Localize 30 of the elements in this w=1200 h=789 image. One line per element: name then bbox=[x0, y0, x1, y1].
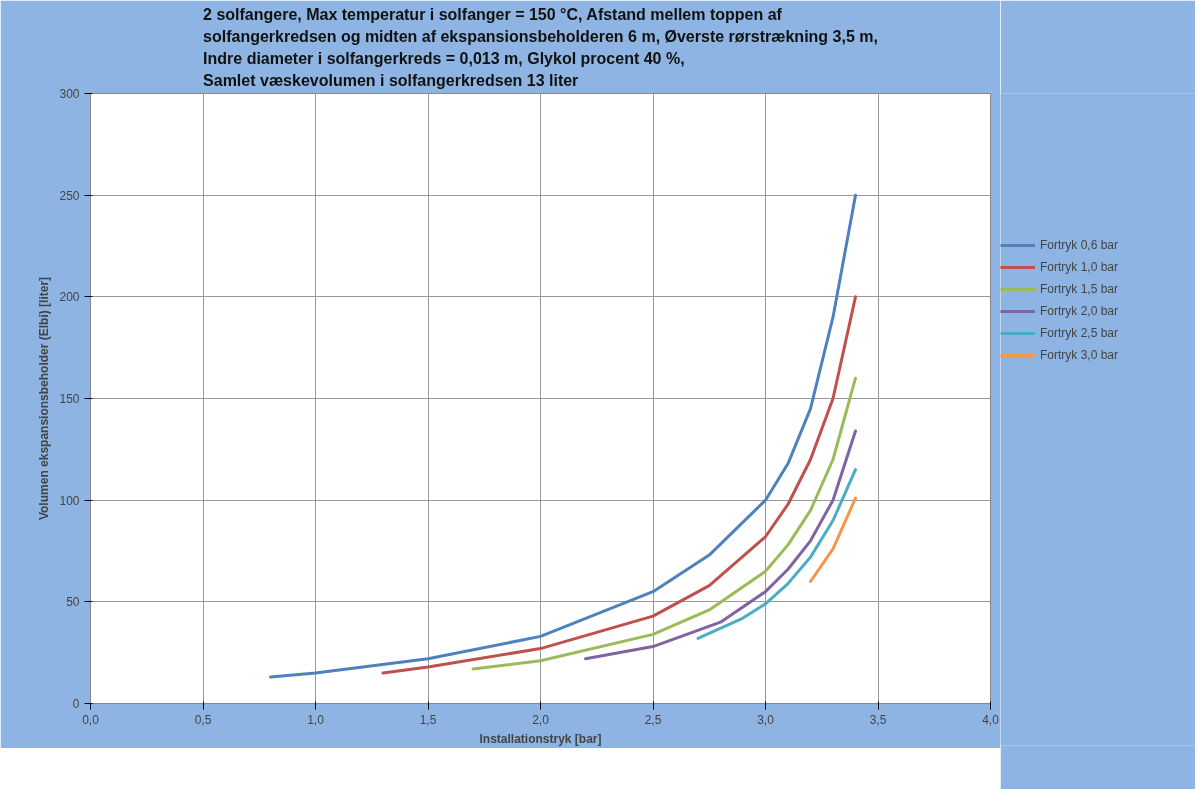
y-axis-title: Volumen ekspansionsbeholder (Elbi) [liter] bbox=[37, 276, 52, 521]
x-tick-label: 4,0 bbox=[982, 712, 1000, 727]
y-tick-label: 200 bbox=[59, 290, 80, 305]
x-tick-label: 1,0 bbox=[307, 712, 325, 727]
y-tick-label: 0 bbox=[72, 697, 80, 711]
x-tick-label: 2,5 bbox=[644, 712, 662, 727]
y-tick-label: 300 bbox=[59, 87, 80, 101]
x-tick-label: 1,5 bbox=[419, 712, 437, 727]
legend-label: Fortryk 2,5 bar bbox=[1040, 326, 1119, 340]
legend-label: Fortryk 1,0 bar bbox=[1040, 260, 1119, 274]
line-series bbox=[381, 295, 857, 675]
x-axis-title: Installationstryk [bar] bbox=[479, 731, 602, 746]
line-series bbox=[269, 193, 857, 679]
x-tick-label: 3,5 bbox=[869, 712, 887, 727]
x-tick-label: 2,0 bbox=[532, 712, 550, 727]
y-tick-label: 100 bbox=[59, 493, 80, 508]
chart-title: 2 solfangere, Max temperatur i solfanger = 150 °C, Afstand mellem toppen af solfangerkredsen og midten af ekspansionsbeholderen 6 m, Øverste rørstrækning 3,5 m, Indre diameter i solfangerkreds = 0,013 m, Glykol procent 40 %, Samlet væskevolumen i solfangerkredsen 13 liter bbox=[203, 6, 878, 90]
x-tick-label: 0,5 bbox=[194, 712, 212, 727]
y-tick-label: 50 bbox=[66, 595, 80, 610]
legend-label: Fortryk 0,6 bar bbox=[1040, 238, 1119, 252]
line-series bbox=[696, 468, 857, 640]
legend-label: Fortryk 3,0 bar bbox=[1040, 348, 1119, 362]
legend-label: Fortryk 1,5 bar bbox=[1040, 282, 1119, 296]
x-tick-label: 3,0 bbox=[757, 712, 775, 727]
y-tick-label: 250 bbox=[59, 188, 80, 203]
line-series bbox=[584, 429, 857, 661]
line-series bbox=[471, 376, 857, 671]
x-tick-label: 0,0 bbox=[82, 712, 100, 727]
legend-label: Fortryk 2,0 bar bbox=[1040, 304, 1119, 318]
y-tick-label: 150 bbox=[59, 392, 80, 406]
